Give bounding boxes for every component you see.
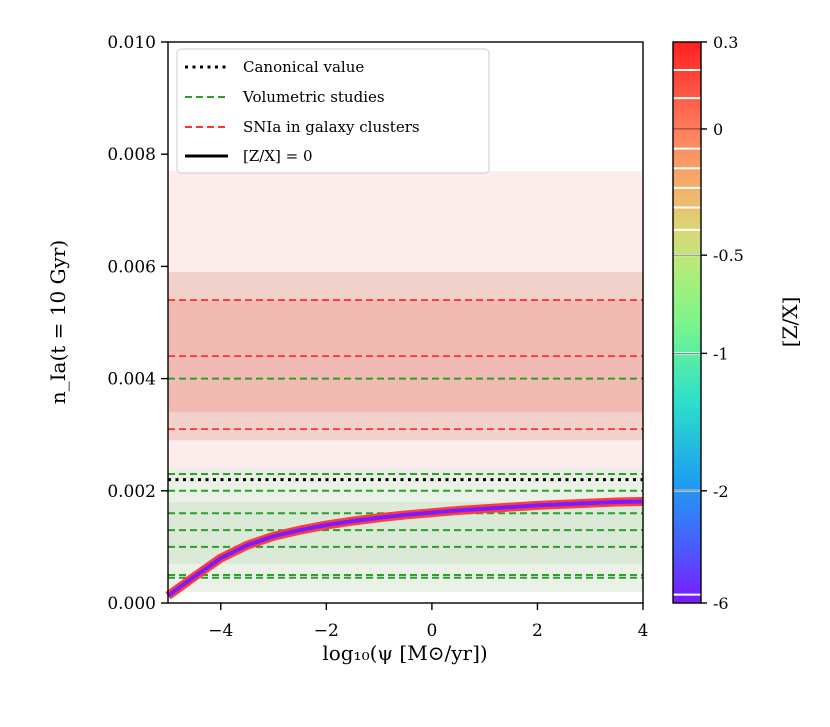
colorbar-gradient	[673, 42, 701, 603]
x-axis-label: log₁₀(ψ [M⊙/yr])	[322, 641, 487, 665]
legend-volumetric-label: Volumetric studies	[242, 88, 385, 106]
y-tick-label: 0.010	[107, 33, 156, 53]
legend: Canonical value Volumetric studies SNIa …	[176, 48, 490, 174]
legend-box	[176, 48, 490, 174]
y-tick-label: 0.002	[107, 482, 156, 502]
y-tick-label: 0.008	[107, 145, 156, 165]
colorbar-tick-label: -2	[713, 482, 729, 501]
shaded-bands	[168, 171, 643, 592]
y-tick-label: 0.004	[107, 370, 156, 390]
y-axis-label: n_Ia(t = 10 Gyr)	[46, 240, 70, 404]
colorbar: 0.3 0 -0.5 -1 -2 -6 [Z/X]	[672, 33, 802, 613]
colorbar-tick-label: 0.3	[713, 33, 738, 52]
x-tick-label: 2	[532, 621, 543, 641]
colorbar-tick-label: -1	[713, 344, 729, 363]
plot-frame	[167, 41, 644, 604]
colorbar-tick-label: -6	[713, 594, 729, 613]
colorbar-ticks: 0.3 0 -0.5 -1 -2 -6	[673, 33, 744, 613]
y-tick-label: 0.006	[107, 257, 156, 277]
x-axis-ticks: −4 −2 0 2 4	[208, 603, 648, 641]
x-tick-label: −4	[208, 621, 233, 641]
colorbar-label: [Z/X]	[778, 297, 802, 347]
legend-canonical-label: Canonical value	[243, 58, 364, 76]
y-tick-label: 0.000	[107, 594, 156, 614]
y-axis-ticks: 0.000 0.002 0.004 0.006 0.008 0.010	[107, 33, 168, 614]
x-tick-label: −2	[314, 621, 339, 641]
colorbar-tick-label: -0.5	[713, 246, 744, 265]
x-tick-label: 0	[426, 621, 437, 641]
x-tick-label: 4	[638, 621, 649, 641]
legend-solid-label: [Z/X] = 0	[243, 147, 313, 165]
colorbar-tick-label: 0	[713, 120, 723, 139]
curve--6	[166, 499, 644, 598]
legend-cluster-label: SNIa in galaxy clusters	[243, 118, 420, 136]
reference-lines	[168, 299, 643, 579]
curves	[165, 496, 644, 600]
